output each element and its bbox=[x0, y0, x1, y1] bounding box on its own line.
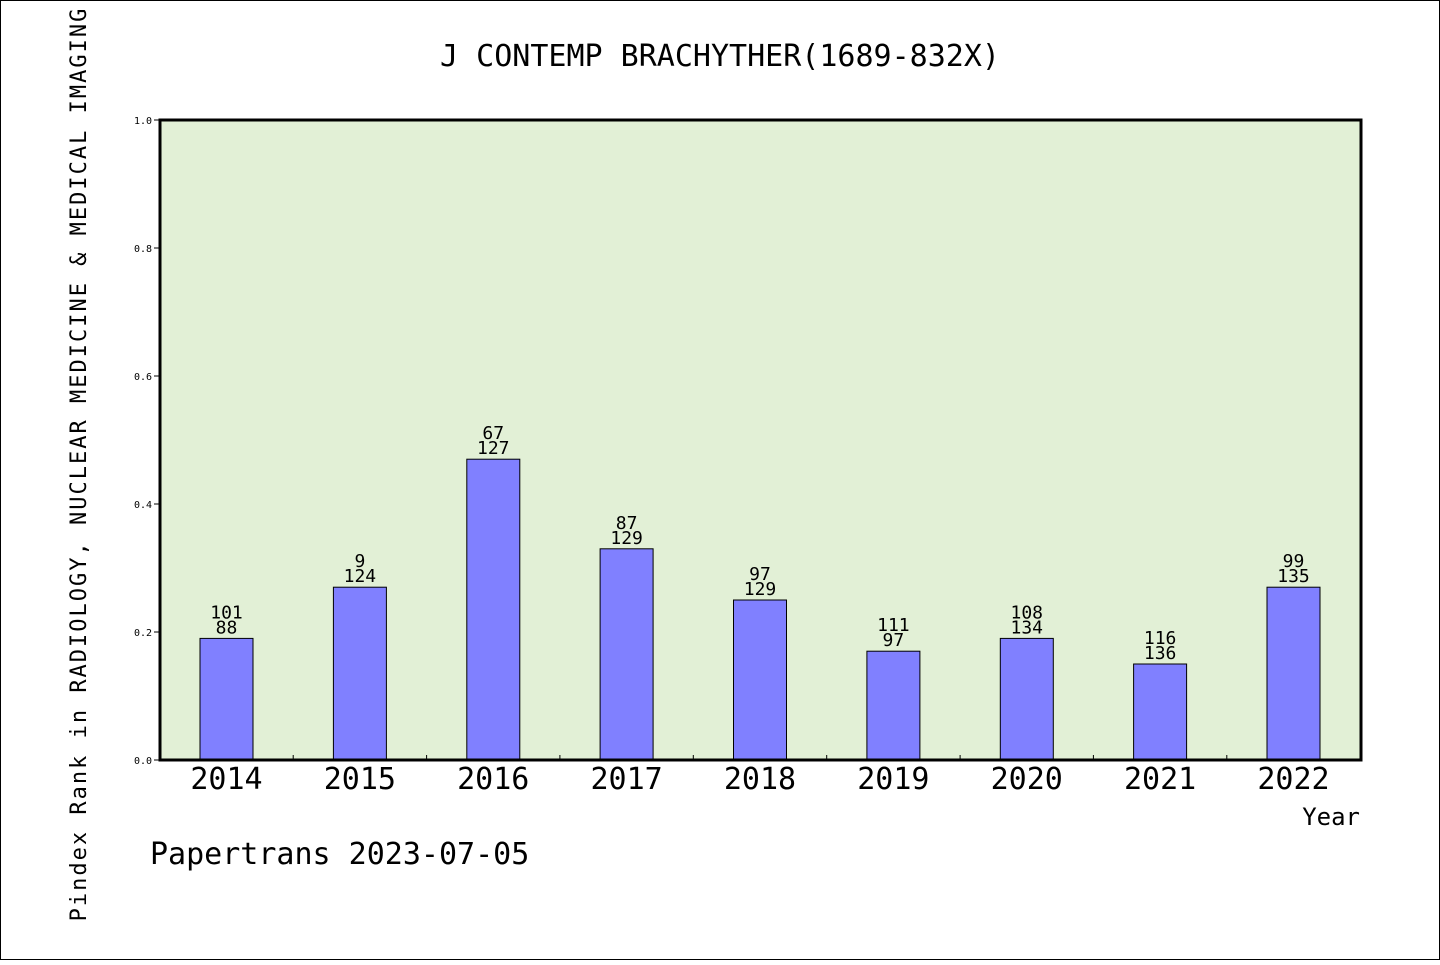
x-tick-label-2019: 2019 bbox=[857, 762, 929, 797]
bars-group bbox=[199, 458, 1321, 761]
bar-label-bottom-2014: 88 bbox=[216, 617, 238, 638]
x-axis-label: Year bbox=[1302, 803, 1360, 831]
x-tick-label-2020: 2020 bbox=[991, 762, 1063, 797]
bar-label-top-2017: 87 bbox=[616, 513, 638, 534]
bar-label-top-2021: 116 bbox=[1144, 628, 1177, 649]
y-tick-label: 0.8 bbox=[134, 244, 152, 255]
x-tick-label-2015: 2015 bbox=[324, 762, 396, 797]
bar-label-bottom-2017: 129 bbox=[610, 528, 643, 549]
bar-2020 bbox=[999, 637, 1054, 761]
bar-label-bottom-2016: 127 bbox=[477, 438, 510, 459]
bar-2018 bbox=[733, 599, 787, 761]
bar-label-bottom-2022: 135 bbox=[1277, 566, 1310, 587]
bar-2022 bbox=[1266, 586, 1321, 761]
bar-label-top-2014: 101 bbox=[210, 602, 243, 623]
bar-2015 bbox=[332, 586, 387, 761]
x-axis-ticks: 2014 2015 2016 2017 2018 2019 2020 2021 2022 bbox=[190, 755, 1330, 797]
y-tick-label: 0.2 bbox=[134, 628, 152, 639]
y-tick-label: 0.6 bbox=[134, 372, 152, 383]
bar-label-top-2015: 9 bbox=[354, 551, 365, 572]
y-tick-label: 0.4 bbox=[134, 500, 152, 511]
bar-label-top-2020: 108 bbox=[1010, 602, 1043, 623]
bar-label-top-2016: 67 bbox=[482, 423, 504, 444]
x-tick-label-2017: 2017 bbox=[591, 762, 663, 797]
bar-2014 bbox=[199, 637, 254, 761]
bar-label-bottom-2019: 97 bbox=[883, 630, 905, 651]
bar-2017 bbox=[599, 548, 654, 761]
bar-2016 bbox=[466, 458, 521, 761]
bar-2021 bbox=[1133, 663, 1188, 761]
bar-label-top-2019: 111 bbox=[877, 615, 910, 636]
bar-label-bottom-2020: 134 bbox=[1010, 617, 1043, 638]
y-tick-label: 0.0 bbox=[134, 756, 152, 767]
y-axis-label: Pindex Rank in RADIOLOGY, NUCLEAR MEDICI… bbox=[67, 7, 92, 922]
y-tick-label: 1.0 bbox=[134, 116, 152, 127]
footer-credit: Papertrans 2023-07-05 bbox=[150, 837, 529, 872]
x-tick-label-2022: 2022 bbox=[1257, 762, 1329, 797]
x-tick-label-2018: 2018 bbox=[724, 762, 796, 797]
y-axis-ticks: 0.0 0.2 0.4 0.6 0.8 1.0 bbox=[134, 116, 160, 767]
bar-label-bottom-2015: 124 bbox=[344, 566, 377, 587]
plot-frame bbox=[158, 118, 1363, 762]
x-tick-label-2016: 2016 bbox=[457, 762, 529, 797]
bar-2019 bbox=[866, 650, 921, 761]
chart-title: J CONTEMP BRACHYTHER(1689-832X) bbox=[440, 39, 1000, 74]
bar-labels-group: 1018891246712787129971291119710813411613… bbox=[210, 423, 1310, 664]
x-tick-label-2014: 2014 bbox=[190, 762, 262, 797]
bar-label-top-2022: 99 bbox=[1283, 551, 1305, 572]
bar-label-bottom-2018: 129 bbox=[744, 579, 777, 600]
x-tick-label-2021: 2021 bbox=[1124, 762, 1196, 797]
bar-label-bottom-2021: 136 bbox=[1144, 643, 1177, 664]
bar-label-top-2018: 97 bbox=[749, 564, 771, 585]
